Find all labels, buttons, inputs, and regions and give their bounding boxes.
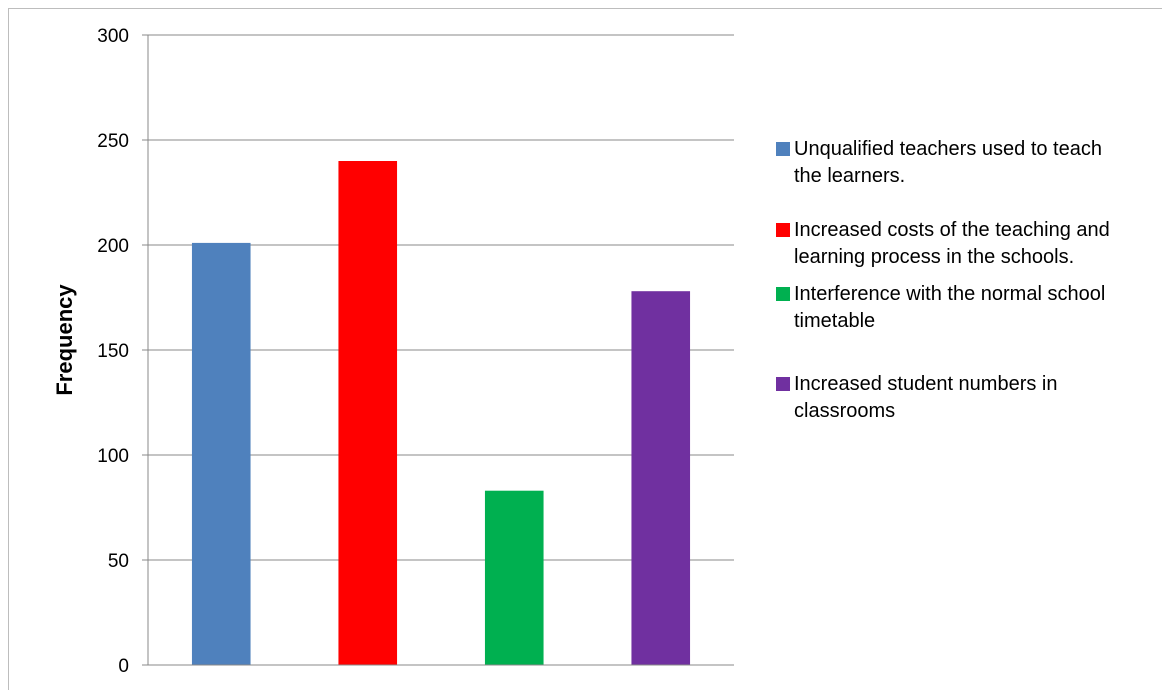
legend-label: Increased costs of the teaching and lear… xyxy=(794,219,1110,268)
y-tick-label: 50 xyxy=(108,551,129,572)
y-tick-label: 150 xyxy=(97,341,129,362)
y-axis-title: Frequency xyxy=(52,284,77,396)
legend-label: Increased student numbers in classrooms xyxy=(794,373,1058,422)
y-tick-label: 250 xyxy=(97,131,129,152)
legend-label: Interference with the normal school time… xyxy=(794,283,1106,332)
legend-item: Unqualified teachers used to teach the l… xyxy=(776,136,1156,190)
y-tick-label: 200 xyxy=(97,236,129,257)
y-tick-label: 100 xyxy=(97,446,129,467)
y-tick-label: 300 xyxy=(97,26,129,47)
legend: Unqualified teachers used to teach the l… xyxy=(776,136,1156,452)
chart-frame xyxy=(8,8,1162,690)
legend-item: Interference with the normal school time… xyxy=(776,281,1156,335)
legend-swatch xyxy=(776,377,790,391)
bar xyxy=(631,291,691,665)
legend-swatch xyxy=(776,223,790,237)
bars xyxy=(191,161,691,665)
y-axis-ticks: 0 50 100 150 200 250 300 xyxy=(97,26,148,677)
legend-label: Unqualified teachers used to teach the l… xyxy=(794,138,1102,187)
legend-swatch xyxy=(776,287,790,301)
legend-swatch xyxy=(776,142,790,156)
bar xyxy=(191,242,251,665)
bar xyxy=(338,161,398,665)
bar xyxy=(484,490,544,665)
legend-item: Increased costs of the teaching and lear… xyxy=(776,217,1156,271)
y-tick-label: 0 xyxy=(118,656,129,677)
legend-item: Increased student numbers in classrooms xyxy=(776,371,1156,425)
